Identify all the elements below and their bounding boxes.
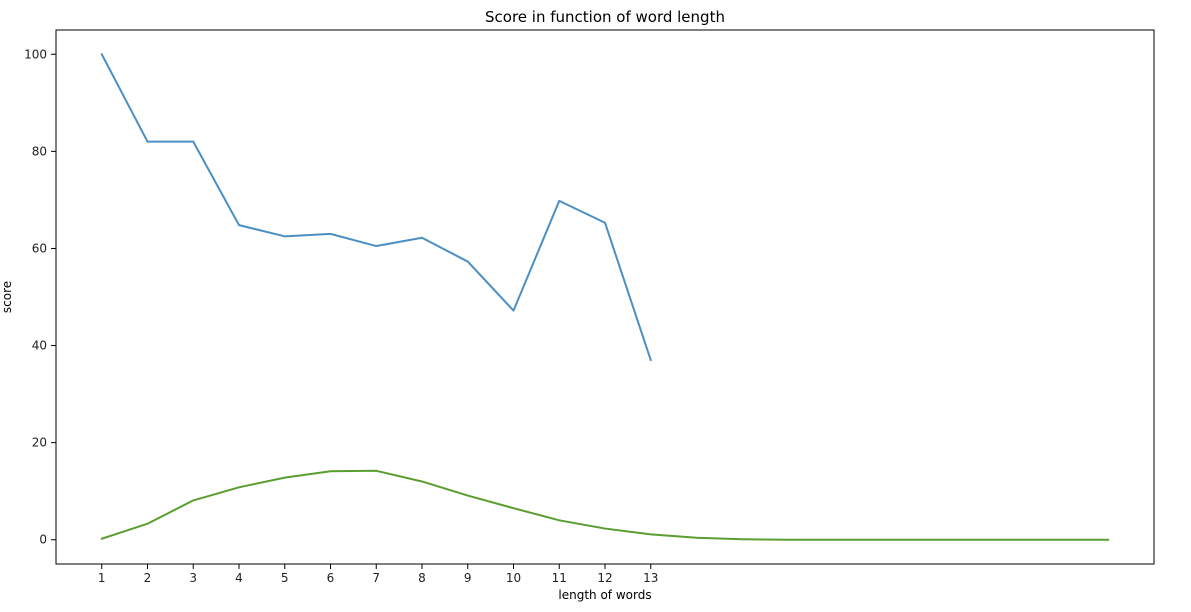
chart-title: Score in function of word length [485, 8, 725, 26]
y-tick-label: 100 [24, 47, 47, 61]
x-tick-label: 1 [98, 571, 106, 585]
x-axis-label: length of words [558, 588, 651, 602]
y-tick-label: 20 [32, 436, 47, 450]
x-tick-label: 12 [597, 571, 612, 585]
x-tick-label: 13 [643, 571, 658, 585]
plot-frame [55, 29, 1155, 565]
series-line-2 [100, 469, 1110, 541]
y-tick-label: 40 [32, 339, 47, 353]
y-tick-label: 0 [39, 533, 47, 547]
x-tick-label: 6 [327, 571, 335, 585]
x-tick-label: 2 [144, 571, 152, 585]
x-axis: 1 2 3 4 5 6 7 8 9 10 11 12 13 [98, 564, 658, 585]
series-line-1 [100, 53, 652, 362]
x-tick-label: 9 [464, 571, 472, 585]
y-axis: 0 20 40 60 80 100 [24, 47, 56, 547]
x-tick-label: 5 [281, 571, 289, 585]
x-tick-label: 10 [506, 571, 521, 585]
y-axis-label: score [0, 281, 14, 313]
y-tick-label: 60 [32, 241, 47, 255]
x-tick-label: 8 [418, 571, 426, 585]
x-tick-label: 3 [189, 571, 197, 585]
x-tick-label: 7 [372, 571, 380, 585]
x-tick-label: 11 [552, 571, 567, 585]
y-tick-label: 80 [32, 144, 47, 158]
x-tick-label: 4 [235, 571, 243, 585]
series-group [100, 53, 1110, 541]
